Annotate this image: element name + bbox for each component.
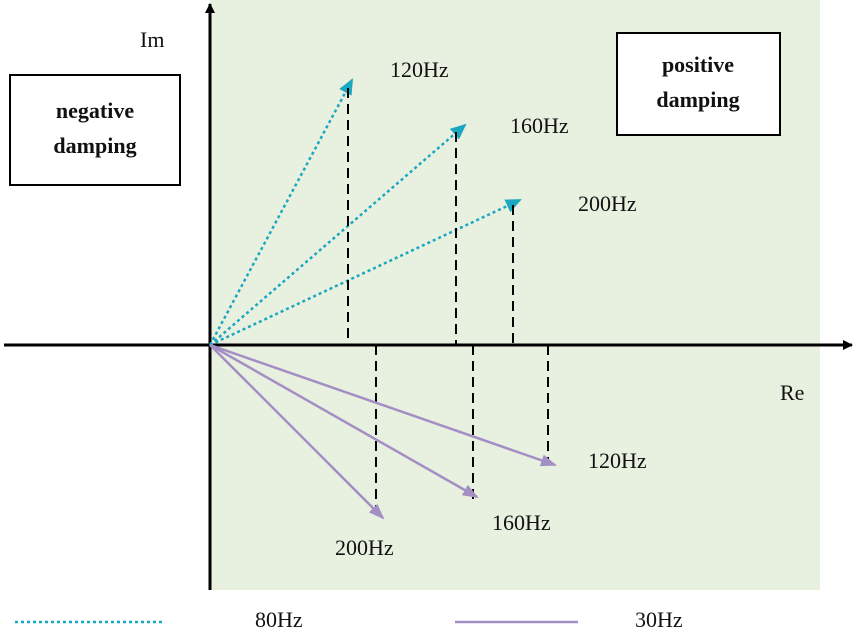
negative-text: negative: [56, 98, 134, 123]
re-label: Re: [780, 380, 804, 405]
negative-text: damping: [53, 133, 136, 158]
arrow-label: 160Hz: [492, 510, 551, 535]
arrow-label: 200Hz: [335, 535, 394, 560]
arrow-label: 120Hz: [588, 448, 647, 473]
legend-label: 80Hz: [255, 607, 303, 632]
phasor-arrow: [209, 344, 385, 520]
positive-box: [616, 32, 781, 136]
negative-box: [9, 74, 181, 186]
phasor-arrow: [209, 123, 467, 346]
phasor-arrow: [208, 78, 354, 346]
positive-text: damping: [656, 87, 739, 112]
legend-label: 30Hz: [635, 607, 683, 632]
positive-text: positive: [662, 52, 734, 77]
arrow-label: 120Hz: [390, 57, 449, 82]
phasor-arrow: [209, 343, 557, 467]
im-label: Im: [140, 27, 164, 52]
arrow-label: 160Hz: [510, 113, 569, 138]
arrow-label: 200Hz: [578, 191, 637, 216]
phasor-arrow: [209, 343, 479, 499]
